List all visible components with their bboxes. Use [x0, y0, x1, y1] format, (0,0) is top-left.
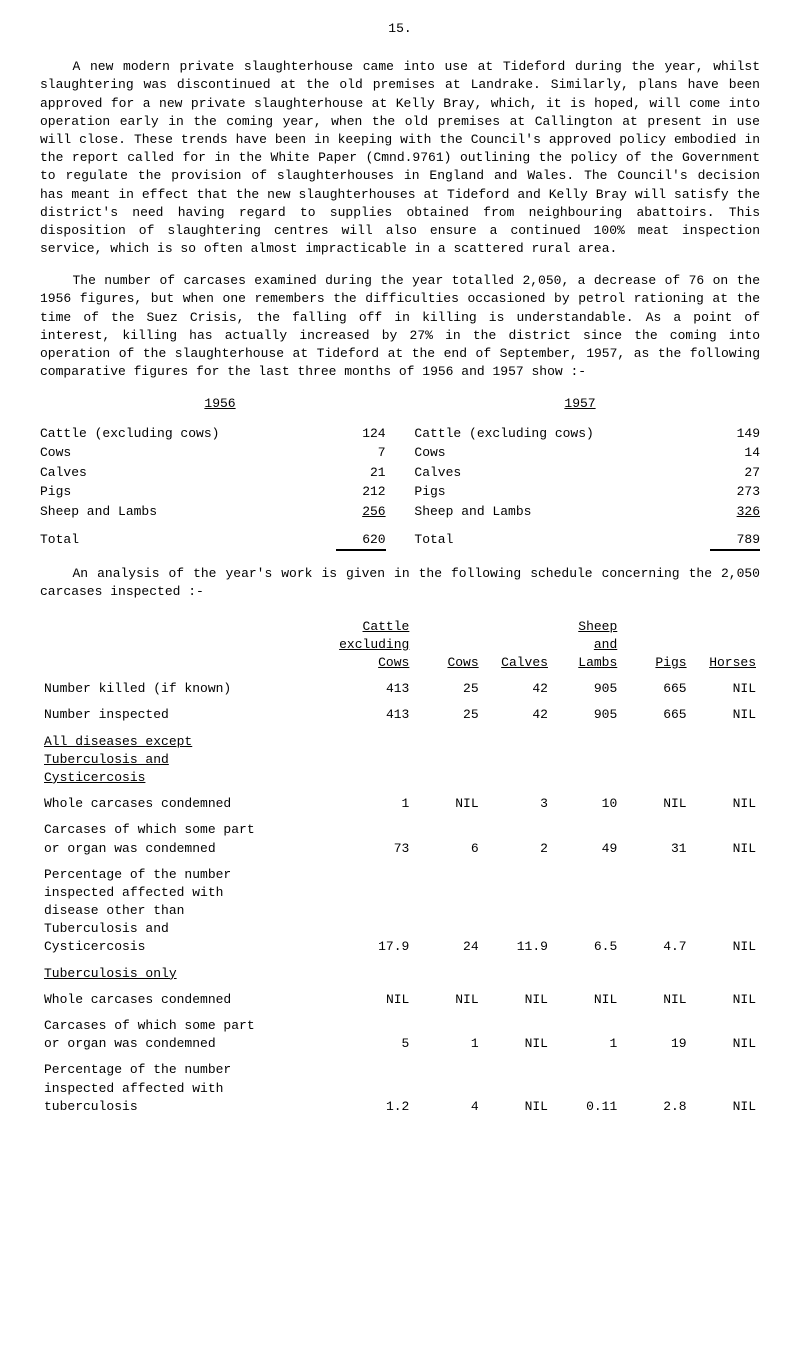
paragraph-2: The number of carcases examined during t… — [40, 272, 760, 381]
page-number: 15. — [40, 20, 760, 38]
table-row: Cattle (excluding cows)149 — [414, 424, 760, 444]
table-row: Percentage of the numberinspected affect… — [40, 1057, 760, 1120]
table-row: Number inspected4132542905665NIL — [40, 702, 760, 728]
table-row: Whole carcases condemned1NIL310NILNIL — [40, 791, 760, 817]
header-row: CattleexcludingCows Cows Calves Sheepand… — [40, 614, 760, 677]
table-row: Cattle (excluding cows)124 — [40, 424, 386, 444]
table-row: Carcases of which some partor organ was … — [40, 1013, 760, 1057]
table-row: Sheep and Lambs326 — [414, 502, 760, 522]
table-row: Whole carcases condemnedNILNILNILNILNILN… — [40, 987, 760, 1013]
analysis-table: CattleexcludingCows Cows Calves Sheepand… — [40, 614, 760, 1120]
table-row: Calves27 — [414, 463, 760, 483]
table-row: Pigs273 — [414, 482, 760, 502]
paragraph-3: An analysis of the year's work is given … — [40, 565, 760, 601]
paragraph-1: A new modern private slaughterhouse came… — [40, 58, 760, 258]
year-1957: 1957 — [564, 395, 595, 413]
table-row: Cows7 — [40, 443, 386, 463]
table-row: Pigs212 — [40, 482, 386, 502]
table-row: Sheep and Lambs256 — [40, 502, 386, 522]
section-header: All diseases exceptTuberculosis andCysti… — [40, 729, 760, 792]
total-row: Total620 Total789 — [40, 531, 760, 549]
section-header: Tuberculosis only — [40, 961, 760, 987]
year-header-row: 1956 1957 — [40, 395, 760, 413]
table-row: Carcases of which some partor organ was … — [40, 817, 760, 861]
table-row: Number killed (if known)4132542905665NIL — [40, 676, 760, 702]
table-row: Cows14 — [414, 443, 760, 463]
table-row: Percentage of the numberinspected affect… — [40, 862, 760, 961]
year-1956: 1956 — [204, 395, 235, 413]
comparison-table: Cattle (excluding cows)124 Cows7 Calves2… — [40, 424, 760, 522]
total-rule — [40, 549, 760, 551]
table-row: Calves21 — [40, 463, 386, 483]
